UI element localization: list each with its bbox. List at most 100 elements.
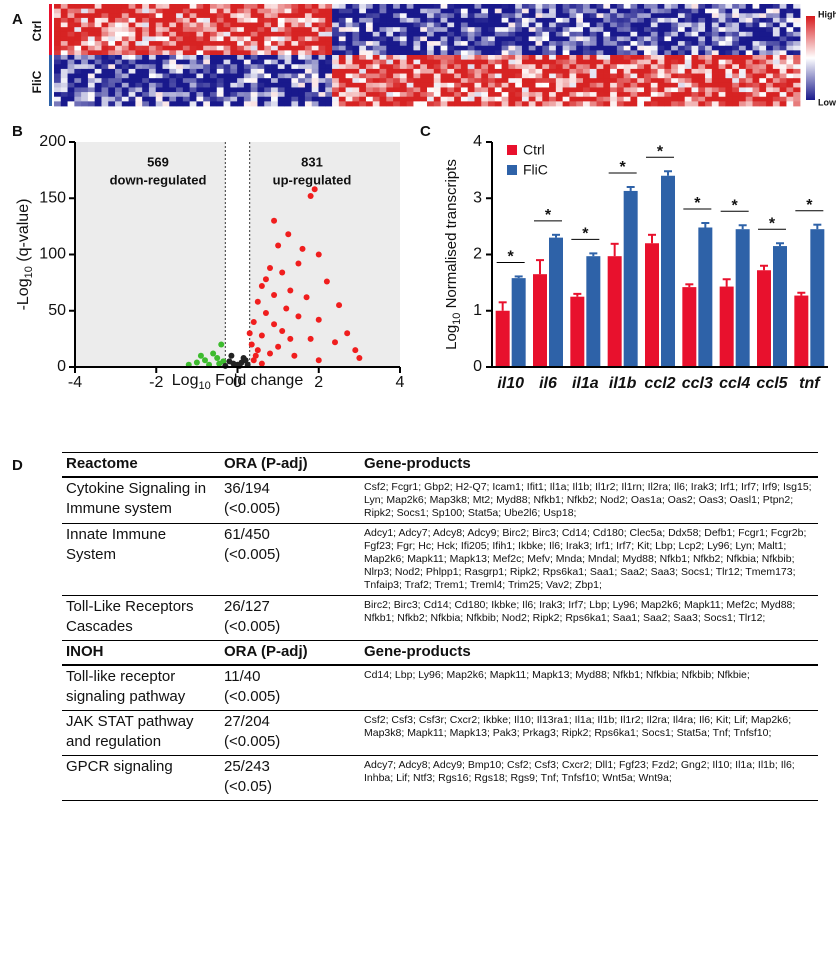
- heatmap-cell: [515, 17, 523, 23]
- heatmap-cell: [705, 17, 713, 23]
- heatmap-cell: [230, 101, 238, 107]
- heatmap-cell: [413, 50, 421, 56]
- heatmap-cell: [698, 55, 706, 61]
- heatmap-cell: [189, 96, 197, 102]
- heatmap-cell: [332, 87, 340, 93]
- axis-label: -Log10 (q-value): [15, 199, 35, 311]
- heatmap-cell: [338, 96, 347, 102]
- heatmap-cell: [671, 101, 679, 107]
- heatmap-cell: [223, 27, 231, 33]
- heatmap-cell: [277, 87, 285, 93]
- heatmap-cell: [203, 92, 211, 98]
- heatmap-cell: [542, 78, 550, 84]
- heatmap-cell: [209, 64, 218, 70]
- heatmap-cell: [108, 45, 116, 51]
- heatmap-cell: [108, 41, 116, 47]
- heatmap-cell: [589, 45, 597, 51]
- heatmap-cell: [216, 82, 224, 88]
- heatmap-cell: [705, 22, 713, 28]
- heatmap-cell: [671, 64, 679, 70]
- heatmap-cell: [243, 36, 252, 42]
- heatmap-cell: [101, 17, 109, 23]
- heatmap-cell: [766, 73, 774, 79]
- heatmap-cell: [223, 55, 231, 61]
- heatmap-cell: [264, 92, 272, 98]
- heatmap-cell: [494, 82, 502, 88]
- heatmap-cell: [562, 68, 570, 74]
- heatmap-cell: [386, 41, 394, 47]
- heatmap-cell: [454, 41, 462, 47]
- heatmap-cell: [372, 27, 380, 33]
- heatmap-cell: [121, 22, 129, 28]
- heatmap-cell: [745, 73, 753, 79]
- heatmap-cell: [94, 101, 102, 107]
- heatmap-cell: [752, 64, 760, 70]
- heatmap-cell: [447, 50, 455, 56]
- heatmap-cell: [528, 87, 536, 93]
- heatmap-cell: [142, 82, 150, 88]
- heatmap-cell: [277, 31, 285, 37]
- heatmap-cell: [501, 73, 509, 79]
- genes-cell: Birc2; Birc3; Cd14; Cd180; Ikbke; Il6; I…: [360, 595, 818, 641]
- heatmap-cell: [230, 31, 238, 37]
- heatmap-cell: [772, 92, 781, 98]
- heatmap-cell: [494, 87, 502, 93]
- heatmap-cell: [169, 96, 177, 102]
- heatmap-cell: [250, 17, 258, 23]
- heatmap-cell: [87, 96, 96, 102]
- heatmap-cell: [182, 101, 191, 107]
- heatmap-cell: [501, 101, 509, 107]
- heatmap-cell: [589, 59, 597, 65]
- heatmap-cell: [576, 36, 584, 42]
- heatmap-cell: [467, 22, 475, 28]
- heatmap-cell: [779, 41, 787, 47]
- heatmap-cell: [745, 36, 753, 42]
- heatmap-cell: [562, 59, 570, 65]
- heatmap-cell: [386, 92, 394, 98]
- heatmap-cell: [644, 73, 652, 79]
- heatmap-cell: [155, 59, 163, 65]
- heatmap-cell: [542, 87, 550, 93]
- heatmap-cell: [243, 73, 252, 79]
- heatmap-cell: [203, 82, 211, 88]
- heatmap-cell: [494, 92, 502, 98]
- heatmap-cell: [691, 50, 699, 56]
- heatmap-cell: [230, 22, 238, 28]
- heatmap-cell: [142, 55, 150, 61]
- axis-label-part: (q-value): [15, 199, 32, 267]
- heatmap-cell: [325, 73, 333, 79]
- annotation: 831: [301, 154, 323, 169]
- heatmap-cell: [779, 55, 787, 61]
- heatmap-cell: [101, 36, 109, 42]
- heatmap-cell: [359, 55, 367, 61]
- heatmap-cell: [304, 96, 313, 102]
- heatmap-cell: [189, 45, 197, 51]
- heatmap-cell: [549, 68, 557, 74]
- heatmap-cell: [81, 45, 89, 51]
- heatmap-cell: [657, 73, 665, 79]
- heatmap-cell: [535, 31, 543, 37]
- heatmap-cell: [379, 55, 387, 61]
- heatmap-cell: [115, 45, 123, 51]
- heatmap-cell: [650, 73, 658, 79]
- heatmap-cell: [630, 13, 638, 19]
- heatmap-cell: [365, 27, 374, 33]
- heatmap-cell: [359, 17, 367, 23]
- heatmap-cell: [203, 31, 211, 37]
- heatmap-cell: [447, 92, 455, 98]
- x-tick-label: tnf: [799, 375, 821, 392]
- y-tick-label: 0: [473, 358, 482, 375]
- heatmap-cell: [162, 64, 170, 70]
- heatmap-cell: [738, 41, 747, 47]
- heatmap-cell: [535, 50, 543, 56]
- heatmap-cell: [108, 50, 116, 56]
- heatmap-cell: [738, 59, 747, 65]
- heatmap-cell: [291, 50, 299, 56]
- heatmap-cell: [359, 22, 367, 28]
- heatmap-cell: [372, 45, 380, 51]
- heatmap-cell: [603, 45, 611, 51]
- heatmap-cell: [684, 36, 692, 42]
- heatmap-cell: [644, 68, 652, 74]
- heatmap-cell: [793, 73, 801, 79]
- heatmap-cell: [460, 4, 469, 10]
